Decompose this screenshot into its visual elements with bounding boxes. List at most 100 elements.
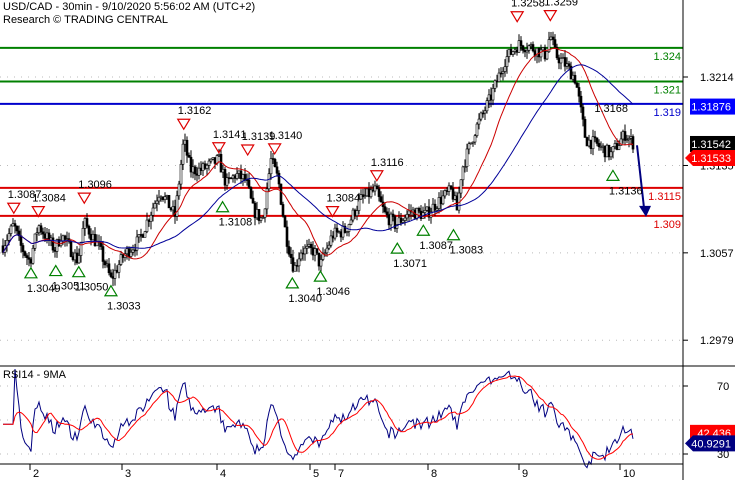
candle-body: [273, 158, 277, 168]
x-tick-label: 3: [125, 468, 131, 480]
pivot-low-triangle-icon: [390, 241, 405, 254]
pivot-high-triangle-icon: [240, 144, 255, 157]
candle-body: [581, 106, 585, 120]
candle-body: [423, 210, 427, 213]
candle-body: [217, 154, 221, 156]
pivot-low-label: 1.3087: [419, 240, 453, 252]
candle-body: [199, 167, 203, 171]
level-label: 1.324: [653, 51, 681, 63]
candle-body: [265, 188, 269, 210]
pivot-low-label: 1.3050: [75, 282, 109, 294]
candle-body: [51, 237, 55, 251]
candle-body: [389, 213, 393, 226]
candle-body: [469, 142, 473, 145]
candle-body: [611, 146, 615, 153]
candle-body: [155, 200, 159, 204]
candle-body: [75, 252, 79, 264]
pivot-high-label: 1.3096: [78, 179, 112, 191]
candle-body: [261, 217, 265, 219]
candle-body: [461, 166, 465, 181]
candle-body: [165, 195, 169, 197]
y-tick-label: 1.3214: [700, 72, 734, 84]
candle-body: [609, 151, 613, 158]
candle-body: [539, 49, 543, 58]
candle-body: [15, 225, 19, 232]
pivot-low-label: 1.3051: [52, 281, 86, 293]
candle-body: [63, 235, 67, 240]
candle-body: [225, 177, 229, 186]
candle-body: [333, 227, 337, 239]
candle-body: [329, 235, 333, 246]
candle-body: [83, 218, 87, 229]
candle-body: [283, 215, 287, 228]
candle-body: [451, 188, 455, 200]
candle-body: [335, 227, 339, 233]
candle-body: [393, 216, 397, 229]
pivot-low-label: 1.3083: [449, 245, 483, 257]
y-tick-label: 1.3057: [700, 248, 734, 260]
candle-body: [159, 196, 163, 199]
candle-body: [205, 165, 209, 169]
candle-body: [347, 224, 351, 232]
candle-body: [377, 188, 381, 197]
pivot-low-triangle-icon: [23, 266, 38, 279]
candle-body: [369, 189, 373, 198]
pivot-low-triangle-icon: [416, 224, 431, 236]
candle-body: [133, 249, 137, 252]
candle-body: [355, 210, 359, 216]
candle-body: [33, 233, 37, 249]
pivot-low-triangle-icon: [48, 264, 63, 277]
rsi-ma-line: [3, 375, 634, 460]
candle-body: [167, 195, 171, 209]
x-tick-label: 8: [431, 468, 437, 480]
candle-body: [259, 217, 263, 221]
level-label: 1.321: [653, 84, 681, 96]
candle-body: [627, 138, 631, 140]
candle-body: [127, 248, 131, 257]
candle-body: [345, 231, 349, 233]
candle-body: [569, 65, 573, 80]
rsi-y-tick-label: 70: [717, 381, 729, 393]
pivot-high-label: 1.3141: [213, 129, 247, 141]
pivot-high-label: 1.3162: [178, 105, 212, 117]
candle-body: [327, 244, 331, 249]
candle-body: [17, 230, 21, 237]
candle-body: [275, 166, 279, 174]
candle-body: [555, 46, 559, 59]
pivot-high-triangle-icon: [325, 206, 340, 218]
candle-body: [157, 196, 161, 202]
candle-body: [233, 175, 237, 179]
candle-body: [223, 169, 227, 186]
chart-subtitle: Research © TRADING CENTRAL: [3, 14, 168, 26]
candle-body: [525, 50, 529, 53]
candle-body: [105, 263, 109, 266]
candle-body: [145, 219, 149, 232]
candle-body: [299, 252, 303, 260]
candle-body: [169, 207, 173, 211]
candle-body: [201, 163, 205, 171]
price-badge-label: 1.31542: [691, 139, 731, 151]
candle-body: [399, 217, 403, 223]
candle-body: [297, 258, 301, 267]
candle-body: [597, 143, 601, 148]
candle-body: [531, 44, 535, 52]
candle-body: [505, 56, 509, 67]
candle-body: [227, 177, 231, 179]
candle-body: [481, 112, 485, 115]
candle-body: [185, 139, 189, 156]
price-badge-arrow: [685, 149, 735, 166]
candle-body: [375, 185, 379, 190]
candle-body: [343, 225, 347, 233]
candle-body: [475, 123, 479, 136]
candle-body: [125, 248, 129, 255]
candle-body: [189, 156, 193, 173]
candle-body: [435, 208, 439, 211]
forecast-arrow-head-icon: [639, 205, 651, 217]
candle-body: [143, 231, 147, 238]
x-tick-label: 10: [623, 468, 635, 480]
candle-body: [221, 169, 225, 173]
pivot-high-triangle-icon: [176, 118, 191, 131]
pivot-low-triangle-icon: [285, 276, 300, 289]
candle-body: [403, 217, 407, 221]
